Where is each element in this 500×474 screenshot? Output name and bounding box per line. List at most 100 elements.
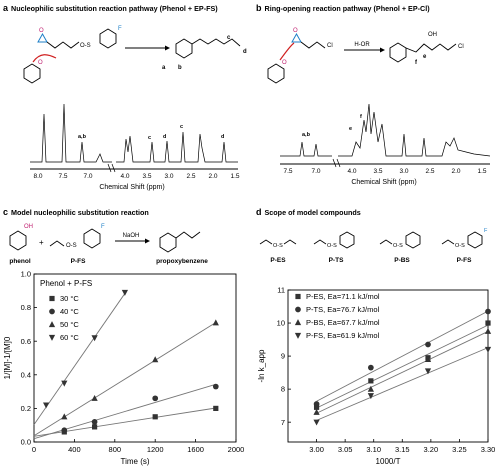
x-tick-label: 800: [109, 445, 122, 454]
pts-sulfonate: O-S: [327, 243, 337, 249]
data-point: [152, 414, 158, 420]
axis-break: [111, 163, 116, 173]
x-tick-label: 3.05: [338, 445, 353, 454]
tick-label: 2.0: [451, 168, 460, 175]
nmr-b-trace: [280, 103, 491, 157]
panel-d-title: d Scope of model compounds: [256, 207, 361, 217]
tick-label: 4.0: [120, 173, 129, 180]
x-tick-label: 1600: [187, 445, 204, 454]
fit-line: [316, 347, 489, 421]
phenoxide-ring: [23, 63, 41, 84]
x-tick-label: 400: [68, 445, 81, 454]
product-chain: [405, 43, 457, 53]
x-tick-label: 1200: [147, 445, 164, 454]
reagent-label: H-OR: [354, 42, 370, 48]
data-point: [61, 427, 68, 434]
data-point: [424, 356, 432, 362]
legend-marker: [48, 334, 56, 341]
fit-line: [316, 324, 489, 409]
nmr-a-trace: [30, 103, 238, 163]
reagent-label: NaOH: [123, 233, 140, 239]
legend-label: P-FS, Ea=61.9 kJ/mol: [306, 331, 379, 340]
data-point: [313, 401, 320, 407]
data-point: [91, 394, 98, 401]
x-tick-label: 3.00: [309, 445, 324, 454]
y-axis-label: 1/[M]-1/[M]0: [3, 336, 12, 379]
phenol-oh: OH: [24, 224, 33, 230]
fit-line: [316, 331, 489, 414]
atom-label-d: d: [243, 49, 247, 55]
y-tick-label: 0.6: [21, 337, 31, 346]
y-tick-label: 0.0: [21, 438, 31, 447]
tick-label: 3.5: [142, 173, 151, 180]
tick-label: 7.0: [83, 173, 92, 180]
epoxide-ring: [37, 32, 48, 43]
compound-label-phenol: phenol: [9, 258, 30, 265]
y-tick-label: 10: [277, 319, 285, 328]
legend-marker: [294, 319, 302, 326]
reaction-arrowhead: [380, 47, 385, 53]
y-tick-label: 8: [281, 385, 285, 394]
tick-label: 3.0: [164, 173, 173, 180]
pts-chain: [313, 239, 327, 245]
fit-line: [316, 310, 489, 402]
panel-c-title: c Model nucleophilic substitution reactio…: [3, 207, 149, 217]
data-point: [367, 385, 374, 392]
panel-a-title: a Nucleophilic substitution reaction path…: [3, 3, 218, 13]
product-ring: [159, 232, 177, 253]
product-ring: [175, 38, 193, 59]
legend-marker: [294, 332, 302, 339]
pfs-chain: [441, 239, 455, 245]
alkyl-chain: [300, 41, 326, 49]
legend-marker: [49, 308, 55, 315]
axis-break: [332, 158, 337, 168]
pbs-chain: [379, 239, 393, 245]
data-point: [313, 408, 320, 415]
pts-ring: [339, 231, 355, 249]
peak-label-d: d: [163, 134, 166, 140]
product-chlorine-label: Cl: [458, 44, 464, 50]
peak-label-c2: c: [180, 124, 183, 130]
x-axis-label: 1000/T: [376, 457, 401, 466]
legend-marker: [48, 321, 56, 328]
data-point: [212, 319, 219, 326]
chlorine-label: Cl: [327, 43, 333, 49]
compound-label-pfs: P-FS: [71, 258, 86, 265]
plot-frame: [33, 273, 237, 443]
data-point: [91, 418, 98, 425]
y-tick-label: 9: [281, 352, 285, 361]
fit-line: [33, 293, 126, 425]
legend-label: P-BS, Ea=67.7 kJ/mol: [306, 318, 380, 327]
data-point: [313, 404, 320, 410]
legend-marker: [295, 306, 301, 313]
legend-label: 50 °C: [60, 320, 79, 329]
product-ring: [389, 42, 407, 63]
phenoxide-oxygen: O: [38, 60, 43, 66]
nmr-a-xlabel: Chemical Shift (ppm): [99, 184, 164, 191]
legend-marker: [295, 293, 301, 300]
x-tick-label: 0: [32, 445, 36, 454]
data-point: [91, 335, 98, 342]
x-tick-label: 3.30: [481, 445, 496, 454]
pes-sulfonate: O-S: [273, 243, 283, 249]
tick-label: 4.0: [347, 168, 356, 175]
peak-label-ab: a,b: [302, 132, 311, 138]
plot-frame: [287, 289, 489, 443]
fit-line: [33, 407, 216, 437]
x-tick-label: 3.25: [452, 445, 467, 454]
pfs-ring: [83, 228, 101, 249]
y-tick-label: 0.4: [21, 370, 31, 379]
tick-label: 8.0: [33, 173, 42, 180]
data-point: [485, 308, 491, 315]
atom-label-a: a: [162, 65, 166, 71]
y-axis-label: -ln k_app: [257, 349, 266, 382]
fit-line: [33, 383, 216, 440]
reaction-arrowhead: [145, 238, 150, 244]
data-point: [367, 393, 374, 400]
atom-label-e: e: [423, 54, 427, 60]
tick-label: 3.5: [373, 168, 382, 175]
pes-chain: [259, 239, 273, 245]
tick-label: 2.0: [208, 173, 217, 180]
y-tick-label: 11: [277, 286, 285, 295]
arrhenius-chart: 3.00 3.05 3.10 3.15 3.20 3.25 3.30 7 8 9 10 11 1000/…: [257, 286, 496, 466]
